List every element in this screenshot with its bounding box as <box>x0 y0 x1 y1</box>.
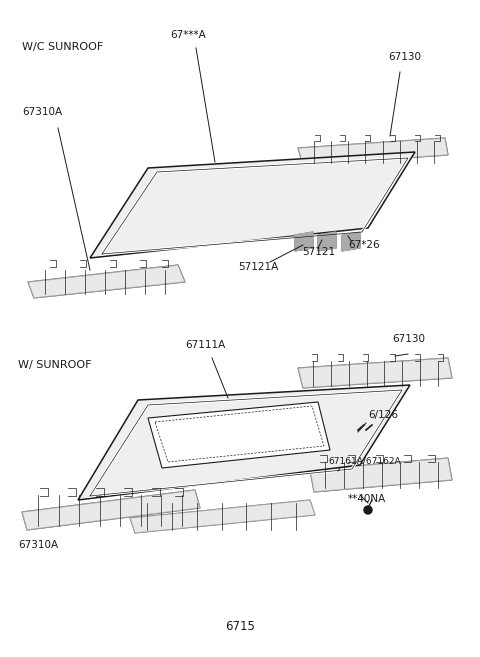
Text: 67130: 67130 <box>388 52 421 62</box>
Text: **40NA: **40NA <box>348 494 386 504</box>
Text: 6/126: 6/126 <box>368 410 398 420</box>
Text: W/ SUNROOF: W/ SUNROOF <box>18 360 92 370</box>
Polygon shape <box>342 232 360 251</box>
Polygon shape <box>295 232 313 251</box>
Polygon shape <box>90 152 415 258</box>
Polygon shape <box>78 385 410 500</box>
Polygon shape <box>28 265 185 298</box>
Text: 57121A: 57121A <box>238 262 278 272</box>
Text: 67*26: 67*26 <box>348 240 380 250</box>
Polygon shape <box>295 232 313 251</box>
Circle shape <box>364 506 372 514</box>
Polygon shape <box>130 500 315 533</box>
Polygon shape <box>342 232 360 251</box>
Text: 67111A: 67111A <box>185 340 225 350</box>
Polygon shape <box>148 402 330 468</box>
Polygon shape <box>318 232 336 251</box>
Text: 67161A/67162A: 67161A/67162A <box>328 457 401 466</box>
Polygon shape <box>298 358 452 388</box>
Text: 6715: 6715 <box>225 620 255 633</box>
Text: 57121: 57121 <box>302 247 335 257</box>
Polygon shape <box>310 458 452 492</box>
Text: 67***A: 67***A <box>170 30 206 40</box>
Text: W/C SUNROOF: W/C SUNROOF <box>22 42 103 52</box>
Polygon shape <box>318 232 336 251</box>
Polygon shape <box>22 490 200 530</box>
Text: 67310A: 67310A <box>22 107 62 117</box>
Text: 67130: 67130 <box>392 334 425 344</box>
Text: 67310A: 67310A <box>18 540 58 550</box>
Polygon shape <box>298 138 448 165</box>
